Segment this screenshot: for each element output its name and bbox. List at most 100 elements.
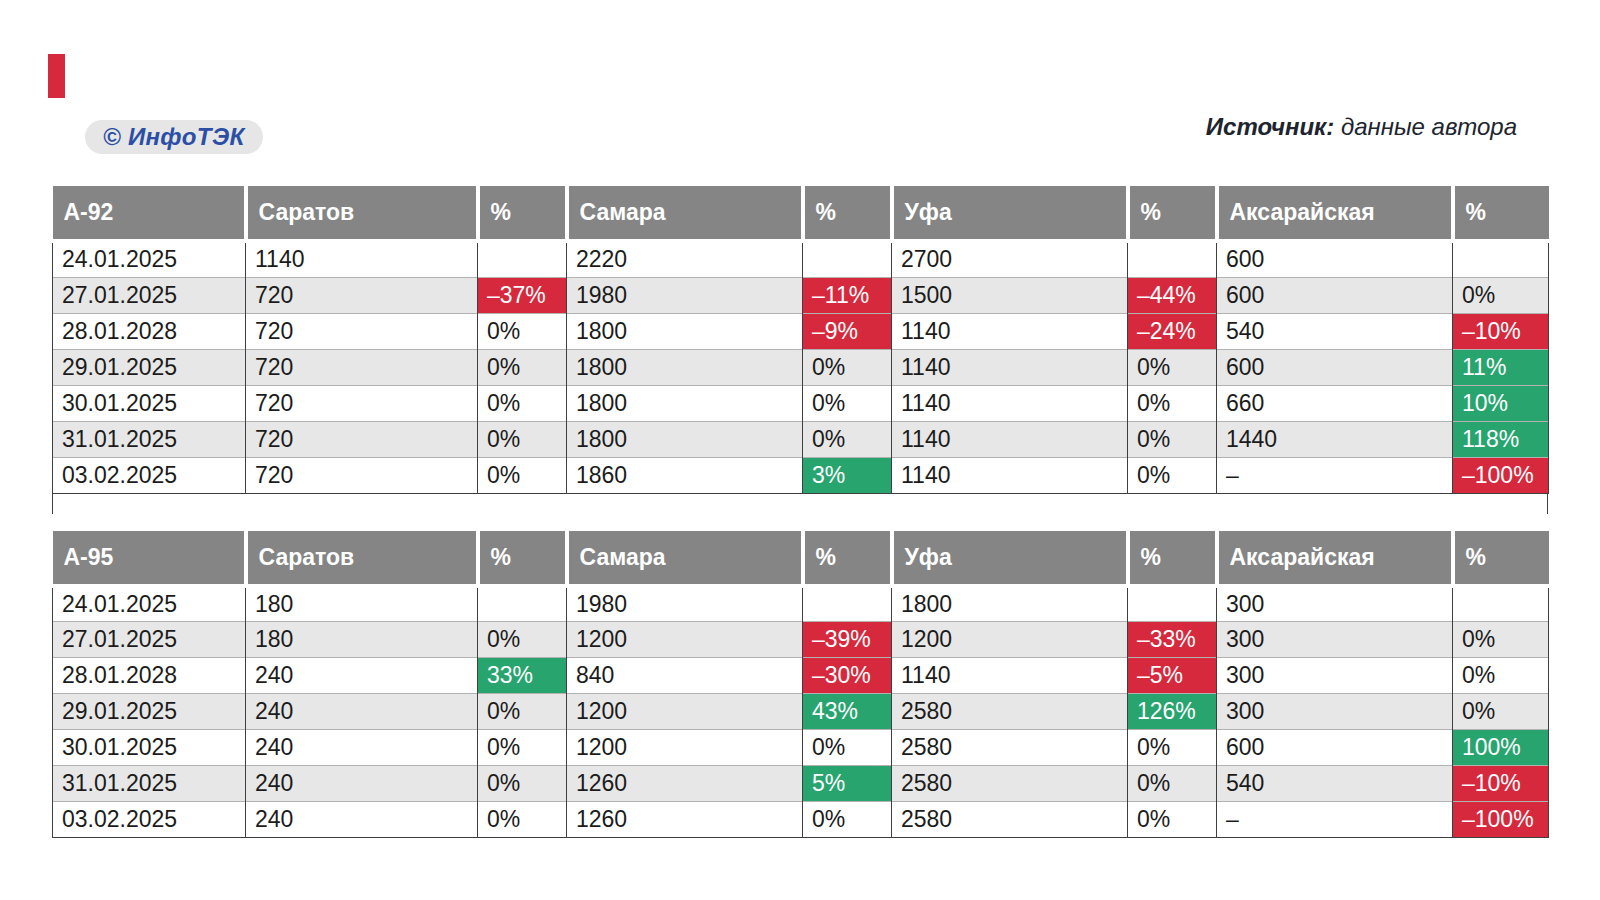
percent-cell: 0% [478,802,567,838]
percent-cell: 33% [478,658,567,694]
price-cell: 240 [246,694,478,730]
price-cell: 1140 [892,421,1128,457]
price-cell: 1440 [1217,421,1453,457]
price-cell: 1140 [892,385,1128,421]
price-cell: 720 [246,313,478,349]
table-row: 29.01.20257200%18000%11400%60011% [53,349,1549,385]
percent-cell: 0% [803,730,892,766]
price-cell: 720 [246,457,478,493]
table-row: 30.01.20257200%18000%11400%66010% [53,385,1549,421]
price-cell: 1200 [892,622,1128,658]
percent-cell: 0% [803,802,892,838]
percent-cell [1128,241,1217,277]
table-row: 27.01.2025720–37%1980–11%1500–44%6000% [53,277,1549,313]
percent-cell: 100% [1453,730,1549,766]
table-row: 24.01.2025114022202700600 [53,241,1549,277]
price-cell: 660 [1217,385,1453,421]
price-cell: 180 [246,622,478,658]
price-cell: 1200 [567,694,803,730]
price-cell: 600 [1217,730,1453,766]
percent-cell: –10% [1453,766,1549,802]
date-cell: 03.02.2025 [53,802,246,838]
price-cell: 1200 [567,622,803,658]
percent-cell: 0% [1128,385,1217,421]
price-cell: 720 [246,349,478,385]
table-row: 30.01.20252400%12000%25800%600100% [53,730,1549,766]
percent-cell [803,586,892,622]
price-cell: 600 [1217,277,1453,313]
percent-cell: 0% [478,694,567,730]
percent-cell: 10% [1453,385,1549,421]
table-row: 29.01.20252400%120043%2580126%3000% [53,694,1549,730]
percent-cell: 0% [478,730,567,766]
price-cell: 720 [246,277,478,313]
accent-bar [48,54,65,98]
table-row: 24.01.202518019801800300 [53,586,1549,622]
column-header: Саратов [246,531,478,586]
table-spacer [52,494,1548,514]
date-cell: 27.01.2025 [53,277,246,313]
column-header: % [1453,531,1549,586]
price-cell: – [1217,457,1453,493]
date-cell: 31.01.2025 [53,421,246,457]
percent-cell: 0% [478,457,567,493]
date-cell: 29.01.2025 [53,349,246,385]
percent-cell: 118% [1453,421,1549,457]
percent-cell [803,241,892,277]
percent-cell: 0% [1128,766,1217,802]
price-cell: 1800 [892,586,1128,622]
price-cell: 240 [246,766,478,802]
price-cell: 600 [1217,241,1453,277]
percent-cell: –44% [1128,277,1217,313]
percent-cell: 0% [1128,730,1217,766]
percent-cell: –5% [1128,658,1217,694]
price-cell: 2580 [892,802,1128,838]
price-cell: 1140 [892,457,1128,493]
price-cell: 1260 [567,766,803,802]
date-cell: 24.01.2025 [53,241,246,277]
price-cell: 1980 [567,277,803,313]
column-header: Саратов [246,186,478,241]
date-cell: 24.01.2025 [53,586,246,622]
price-cell: 540 [1217,313,1453,349]
percent-cell: –11% [803,277,892,313]
price-cell: 1800 [567,313,803,349]
percent-cell [478,241,567,277]
price-cell: 2700 [892,241,1128,277]
percent-cell [478,586,567,622]
percent-cell: 0% [1453,277,1549,313]
table-row: 28.01.20287200%1800–9%1140–24%540–10% [53,313,1549,349]
percent-cell: 0% [478,622,567,658]
price-cell: 1980 [567,586,803,622]
percent-cell: 0% [1128,802,1217,838]
percent-cell: 0% [1453,622,1549,658]
price-cell: 300 [1217,658,1453,694]
percent-cell: –10% [1453,313,1549,349]
header-row: А-95Саратов%Самара%Уфа%Аксарайская% [53,531,1549,586]
price-cell: 1140 [892,313,1128,349]
table-row: 28.01.202824033%840–30%1140–5%3000% [53,658,1549,694]
percent-cell: 3% [803,457,892,493]
source-note: Источник: данные автора [1206,113,1517,141]
price-cell: 540 [1217,766,1453,802]
column-header: % [1128,531,1217,586]
percent-cell: 0% [803,421,892,457]
header-row: А-92Саратов%Самара%Уфа%Аксарайская% [53,186,1549,241]
fuel-grade-header: А-95 [53,531,246,586]
price-cell: 2580 [892,766,1128,802]
percent-cell: –24% [1128,313,1217,349]
percent-cell: 0% [1128,457,1217,493]
price-cell: 1140 [892,349,1128,385]
percent-cell: 0% [1453,694,1549,730]
price-cell: 720 [246,421,478,457]
percent-cell: 0% [803,385,892,421]
column-header: Аксарайская [1217,186,1453,241]
table-row: 31.01.20252400%12605%25800%540–10% [53,766,1549,802]
date-cell: 27.01.2025 [53,622,246,658]
date-cell: 30.01.2025 [53,730,246,766]
table-row: 27.01.20251800%1200–39%1200–33%3000% [53,622,1549,658]
percent-cell: 0% [1128,349,1217,385]
column-header: % [803,531,892,586]
percent-cell: –30% [803,658,892,694]
date-cell: 30.01.2025 [53,385,246,421]
